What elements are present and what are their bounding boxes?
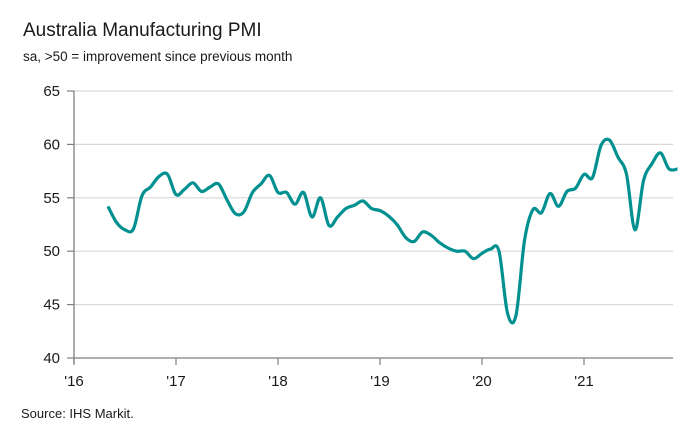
x-tick-label: '20 <box>472 373 492 390</box>
y-tick-label: 55 <box>43 190 60 207</box>
axes <box>67 90 673 365</box>
y-tick-label: 50 <box>43 243 60 260</box>
chart-title: Australia Manufacturing PMI <box>23 20 262 41</box>
series-group <box>106 137 678 325</box>
series-line <box>106 137 678 325</box>
gridlines <box>74 90 673 306</box>
x-tick-label: '18 <box>268 373 288 390</box>
x-tick-label: '17 <box>166 373 186 390</box>
y-tick-label: 60 <box>43 136 60 153</box>
source-note: Source: IHS Markit. <box>21 406 134 421</box>
x-tick-label: '19 <box>370 373 390 390</box>
x-tick-label: '21 <box>574 373 594 390</box>
y-tick-label: 65 <box>43 83 60 100</box>
chart-subtitle: sa, >50 = improvement since previous mon… <box>23 49 293 64</box>
y-tick-labels: 40 45 50 55 60 65 <box>43 83 60 367</box>
x-tick-label: '16 <box>64 373 84 390</box>
x-tick-labels: '16 '17 '18 '19 '20 '21 <box>64 373 594 390</box>
y-tick-label: 40 <box>43 350 60 367</box>
y-tick-label: 45 <box>43 297 60 314</box>
